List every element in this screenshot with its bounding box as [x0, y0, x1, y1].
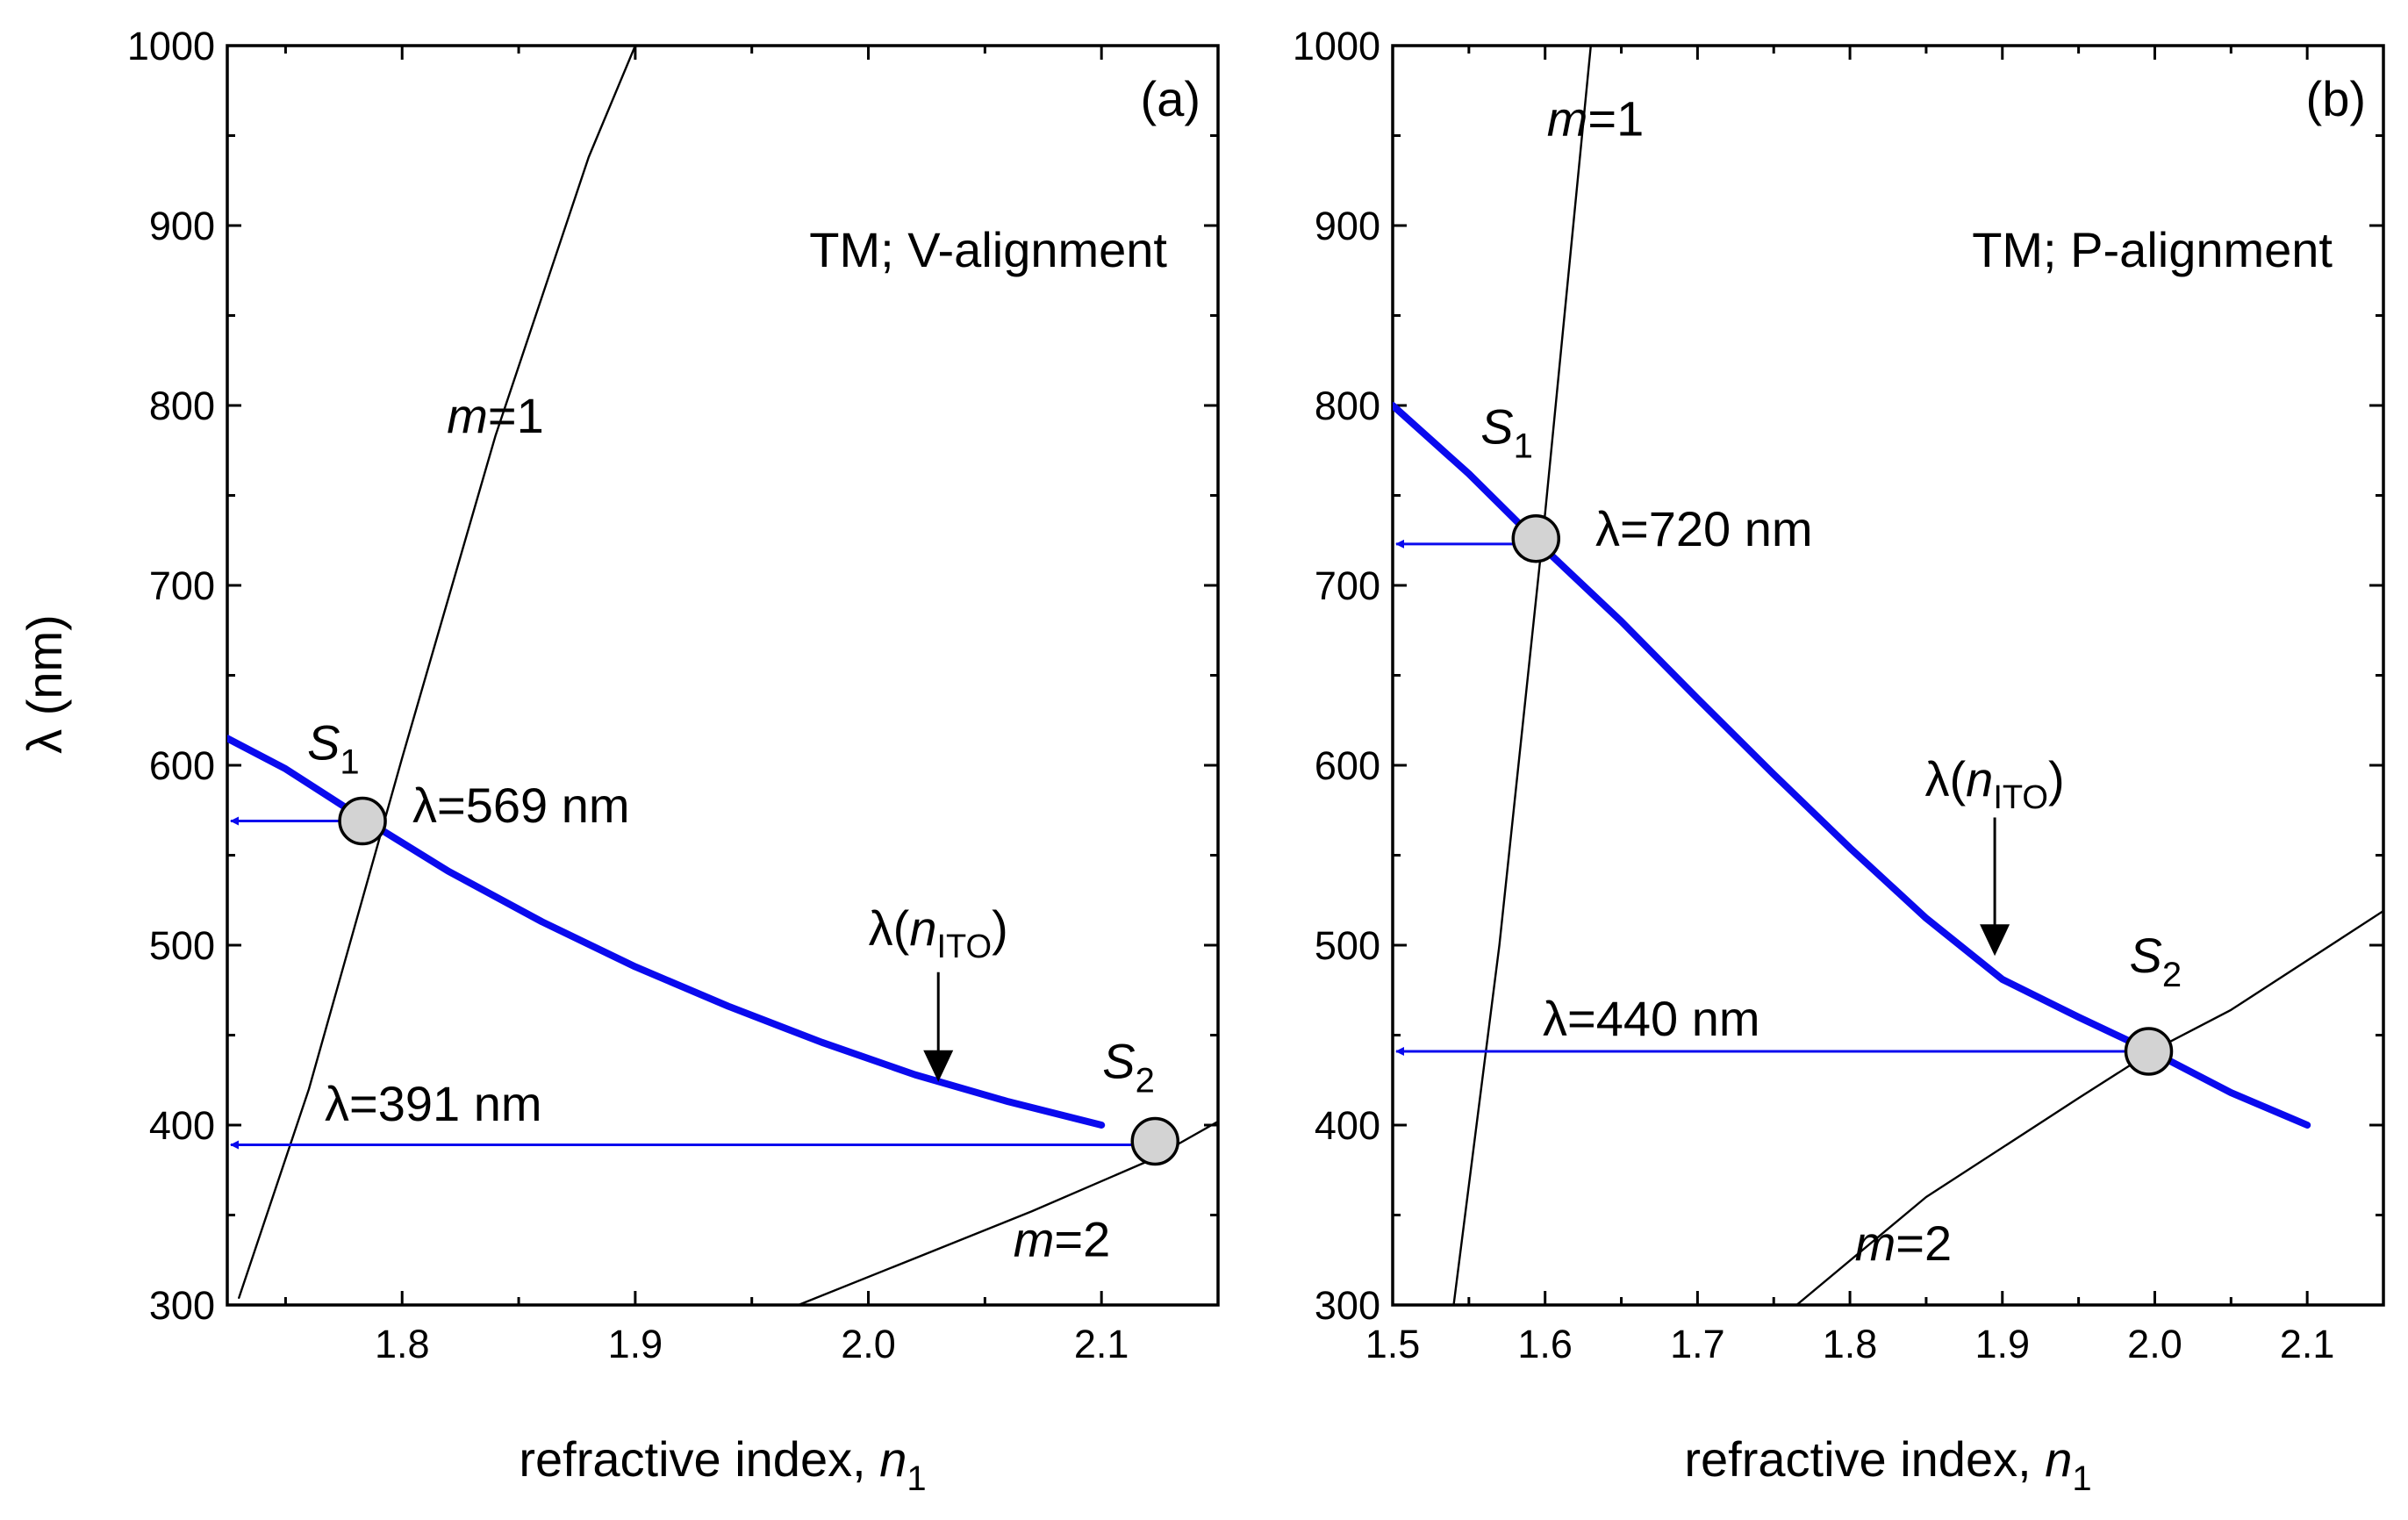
panel-b-x-tick-label: 2.0 — [2127, 1322, 2182, 1366]
panel-a-curve-label-prefix: λ( — [869, 900, 910, 956]
panel-b-x-tick-label: 1.9 — [1974, 1322, 2030, 1366]
panel-a-x-axis-title-sub: 1 — [907, 1459, 926, 1498]
panel-b-x-axis-title-sub: 1 — [2072, 1459, 2091, 1498]
panel-a-point-s1-label: S1 — [307, 715, 360, 782]
panel-b-curve-label-arrow-head — [1980, 924, 2010, 957]
panel-a-point-s1-letter: S — [307, 715, 340, 771]
panel-a-x-tick-label: 1.9 — [608, 1322, 663, 1366]
panel-a-line-label-var: m — [1014, 1212, 1055, 1267]
panel-b-line-label-m1: m=1 — [1547, 91, 1645, 147]
panel-a-series-lambda-ito-line — [227, 735, 1106, 1129]
panel-b-point-s2-label: S2 — [2130, 928, 2182, 994]
panel-b-y-tick-label: 800 — [1315, 384, 1380, 428]
panel-a-line-label-var: m — [447, 388, 488, 443]
panel-a-point-s2-sub: 2 — [1136, 1061, 1155, 1100]
panel-b-curve-label-prefix: λ( — [1925, 751, 1967, 807]
panel-b-x-tick-label: 1.7 — [1670, 1322, 1725, 1366]
panel-a-line-label-m1: m=1 — [447, 388, 544, 443]
panel-a-x-tick-label: 2.0 — [841, 1322, 896, 1366]
panel-a-line-label-m2: m=2 — [1014, 1212, 1111, 1267]
panel-b-curve-label-var: n — [1966, 751, 1993, 807]
panel-b-curve-label-suffix: ) — [2048, 751, 2065, 807]
panel-b-x-axis-title-var: n — [2045, 1431, 2072, 1487]
panel-a-y-tick-label: 1000 — [127, 24, 215, 68]
panel-a-line-label-value: =2 — [1054, 1212, 1110, 1267]
panel-a-x-axis-title-text: refractive index, — [519, 1431, 879, 1487]
panel-b-wavelength-label-s2: λ=440 nm — [1543, 991, 1760, 1046]
panel-b-y-tick-label: 600 — [1315, 743, 1380, 788]
panel-b-x-axis-title-text: refractive index, — [1684, 1431, 2045, 1487]
panel-a-x-tick-label: 2.1 — [1074, 1322, 1129, 1366]
panel-a-y-tick-label: 300 — [149, 1283, 215, 1328]
panel-a-y-tick-label: 700 — [149, 563, 215, 608]
panel-b-x-axis-title: refractive index, n1 — [1684, 1431, 2091, 1498]
panel-b-chart: 300 400 500 600 700 800 900 1000 1.5 1.6 1.7 1.8 1.9… — [1293, 24, 2385, 1498]
panel-b-series-m2-line — [1795, 909, 2383, 1305]
panel-b-y-tick-label: 500 — [1315, 923, 1380, 968]
panel-a-x-axis-title: refractive index, n1 — [519, 1431, 926, 1498]
panel-a-condition-label: TM; V-alignment — [809, 222, 1167, 277]
panel-b-point-s2 — [2124, 1027, 2174, 1076]
panel-a-point-s1-sub: 1 — [340, 743, 359, 782]
panel-b-series-lambda-ito-line — [1393, 402, 2311, 1129]
panel-b-line-label-value: =1 — [1587, 91, 1644, 147]
panel-a-y-tick-label: 400 — [149, 1103, 215, 1148]
panel-a-curve-label-sub: ITO — [936, 928, 992, 965]
panel-b-curve-label: λ(nITO) — [1925, 751, 2065, 816]
panel-b-panel-label: (b) — [2306, 71, 2366, 126]
panel-b-curve-label-sub: ITO — [1993, 779, 2048, 816]
panel-b-line-label-m2: m=2 — [1855, 1215, 1953, 1271]
panel-b-point-s1-sub: 1 — [1514, 427, 1533, 466]
panel-b-point-s1-letter: S — [1480, 399, 1513, 455]
panel-b-x-tick-label: 2.1 — [2280, 1322, 2335, 1366]
panel-b-point-s2-sub: 2 — [2162, 956, 2182, 994]
panel-a-point-s2-letter: S — [1102, 1033, 1135, 1088]
panel-b-line-label-var: m — [1547, 91, 1588, 147]
panel-b-series-m1-line — [1452, 46, 1592, 1305]
panel-b-line-label-var: m — [1855, 1215, 1896, 1271]
panel-a-wavelength-label-s1: λ=569 nm — [412, 778, 630, 833]
panel-b-y-tick-label: 300 — [1315, 1283, 1380, 1328]
panel-a-point-s1 — [338, 796, 387, 846]
panel-b-point-s2-letter: S — [2130, 928, 2162, 983]
panel-a-curve-label-arrow-head — [923, 1050, 954, 1082]
panel-b-x-tick-label: 1.6 — [1517, 1322, 1573, 1366]
panel-a-curve-label-suffix: ) — [992, 900, 1008, 956]
panel-b-condition-label: TM; P-alignment — [1972, 222, 2333, 277]
panel-a-x-tick-label: 1.8 — [375, 1322, 430, 1366]
panel-a-point-s2-label: S2 — [1102, 1033, 1155, 1100]
panel-b-y-tick-label: 1000 — [1293, 24, 1380, 68]
panel-a-line-label-value: =1 — [488, 388, 544, 443]
panel-a-x-axis-title-var: n — [879, 1431, 907, 1487]
panel-b-x-tick-label: 1.5 — [1365, 1322, 1421, 1366]
panel-a-panel-label: (a) — [1141, 71, 1200, 126]
panel-a-point-s2 — [1130, 1116, 1180, 1166]
panel-a-y-tick-label: 600 — [149, 743, 215, 788]
panel-a-y-tick-label: 900 — [149, 204, 215, 248]
panel-a-wavelength-label-s2: λ=391 nm — [325, 1076, 542, 1131]
panel-b-y-tick-label: 700 — [1315, 563, 1380, 608]
panel-a-y-tick-label: 500 — [149, 923, 215, 968]
panel-b-line-label-value: =2 — [1896, 1215, 1952, 1271]
panel-b-point-s1 — [1511, 513, 1561, 563]
panel-b-wavelength-label-s1: λ=720 nm — [1595, 501, 1813, 556]
panel-b-y-tick-label: 400 — [1315, 1103, 1380, 1148]
panel-b-y-tick-label: 900 — [1315, 204, 1380, 248]
panel-a-curve-label-var: n — [909, 900, 936, 956]
panel-a-curve-label: λ(nITO) — [869, 900, 1008, 965]
panel-a-y-tick-label: 800 — [149, 384, 215, 428]
panel-a-series-m1-line — [238, 46, 637, 1299]
panel-b-point-s1-label: S1 — [1480, 399, 1533, 466]
panel-b-x-tick-label: 1.8 — [1823, 1322, 1878, 1366]
panel-a-y-axis-title: λ (nm) — [17, 614, 72, 754]
panel-a-chart: 300 400 500 600 700 800 900 1000 1.8 1.9 2.0 2.1 ref… — [17, 24, 1220, 1498]
